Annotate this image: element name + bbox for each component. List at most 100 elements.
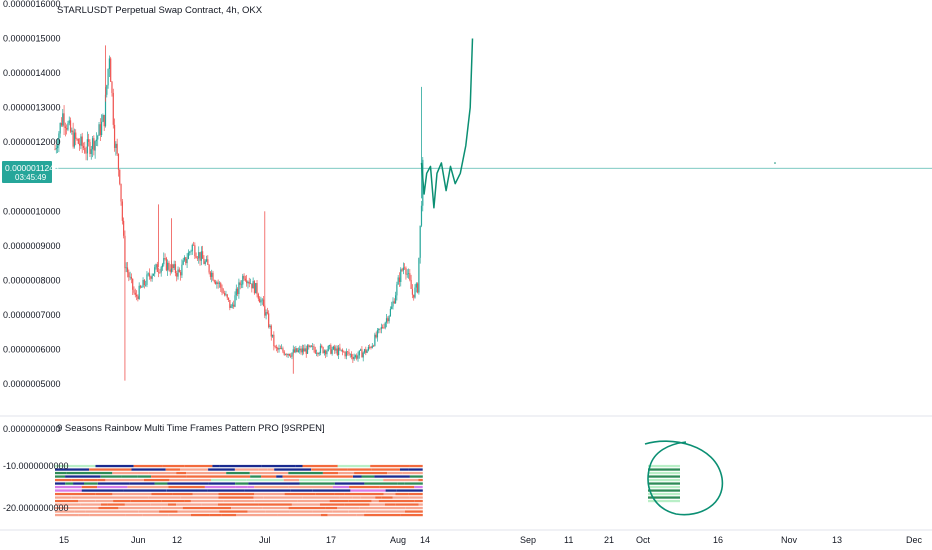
rainbow-segment bbox=[247, 485, 255, 489]
candle-body bbox=[319, 345, 322, 354]
price-badge-countdown: 03:45:49 bbox=[15, 173, 47, 182]
candle-body bbox=[182, 260, 184, 265]
candle-body bbox=[287, 353, 289, 356]
candle-body bbox=[231, 304, 234, 306]
rainbow-segment bbox=[125, 513, 142, 517]
price-axis-label: 0.0000016000 bbox=[3, 0, 61, 9]
rainbow-segment bbox=[234, 468, 259, 471]
time-axis-label: Jul bbox=[259, 535, 271, 545]
candle-body bbox=[62, 113, 64, 126]
rainbow-segment bbox=[648, 489, 680, 492]
candle-body bbox=[384, 322, 386, 328]
candle-body bbox=[186, 258, 188, 264]
rainbow-segment bbox=[212, 506, 232, 510]
candle-body bbox=[387, 318, 389, 322]
candle-body bbox=[101, 121, 103, 136]
candle-body bbox=[187, 252, 189, 259]
candle-body bbox=[378, 328, 380, 331]
candle-body bbox=[400, 269, 402, 282]
candle-body bbox=[293, 349, 296, 353]
rainbow-segment bbox=[81, 485, 98, 489]
rainbow-segment bbox=[313, 478, 338, 482]
rainbow-segment bbox=[405, 506, 423, 510]
rainbow-segment bbox=[122, 510, 139, 513]
rainbow-segment bbox=[201, 503, 218, 506]
rainbow-segment bbox=[168, 485, 205, 489]
candle-body bbox=[91, 138, 94, 150]
candle-body bbox=[296, 348, 298, 352]
candle-body bbox=[104, 94, 107, 127]
candle-body bbox=[406, 273, 408, 275]
candle-body bbox=[341, 349, 344, 352]
rainbow-segment bbox=[397, 482, 405, 485]
rainbow-segment bbox=[150, 503, 168, 506]
candle-body bbox=[202, 251, 204, 259]
candle-body bbox=[99, 124, 101, 136]
rainbow-segment bbox=[112, 471, 149, 475]
candle-body bbox=[282, 348, 284, 352]
rainbow-segment bbox=[292, 503, 307, 506]
candle-body bbox=[303, 348, 305, 352]
candle-body bbox=[146, 274, 148, 285]
candle-body bbox=[211, 272, 213, 277]
candle-body bbox=[59, 122, 61, 134]
rainbow-segment bbox=[192, 492, 219, 496]
candle-body bbox=[158, 271, 160, 273]
candle-body bbox=[141, 287, 143, 288]
candle-body bbox=[352, 357, 354, 360]
rainbow-segment bbox=[334, 482, 365, 485]
price-badge-value: 0.0000011246 bbox=[5, 163, 59, 173]
rainbow-segment bbox=[71, 478, 84, 482]
rainbow-segment bbox=[101, 503, 108, 506]
candle-body bbox=[374, 334, 376, 346]
rainbow-segment bbox=[648, 468, 680, 471]
candle-body bbox=[217, 282, 219, 284]
rainbow-segment bbox=[329, 499, 349, 503]
rainbow-segment bbox=[254, 485, 289, 489]
rainbow-segment bbox=[236, 513, 278, 517]
candle-body bbox=[323, 350, 325, 354]
candle-body bbox=[115, 143, 117, 148]
candle-body bbox=[411, 288, 414, 295]
candle-body bbox=[95, 139, 98, 142]
rainbow-segment bbox=[154, 482, 168, 485]
candle-body bbox=[168, 262, 170, 270]
rainbow-segment bbox=[182, 506, 213, 510]
rainbow-segment bbox=[350, 489, 386, 492]
candle-body bbox=[132, 278, 134, 290]
candle-body bbox=[327, 346, 329, 351]
candle-body bbox=[203, 258, 205, 264]
rainbow-segment bbox=[344, 503, 370, 506]
candle-body bbox=[73, 132, 76, 147]
candle-body bbox=[379, 328, 381, 330]
candle-body bbox=[56, 145, 59, 149]
rainbow-segment bbox=[359, 506, 392, 510]
candle-body bbox=[161, 264, 164, 268]
candle-body bbox=[160, 267, 162, 273]
candle-body bbox=[194, 245, 196, 257]
rainbow-segment bbox=[409, 475, 423, 478]
candle-body bbox=[305, 348, 307, 354]
drawing-dot bbox=[774, 162, 776, 164]
candle-body bbox=[212, 272, 214, 281]
candle-body bbox=[394, 295, 397, 304]
rainbow-segment bbox=[185, 492, 193, 496]
candle-body bbox=[195, 256, 197, 258]
rainbow-segment bbox=[133, 464, 163, 468]
rainbow-segment bbox=[250, 475, 262, 478]
candle-body bbox=[389, 308, 392, 316]
rainbow-segment bbox=[261, 464, 296, 468]
rainbow-segment bbox=[95, 499, 114, 503]
rainbow-segment bbox=[325, 506, 338, 510]
rainbow-segment bbox=[66, 471, 81, 475]
candle-body bbox=[81, 136, 83, 147]
candle-body bbox=[126, 267, 129, 273]
price-badge: 0.0000011246 03:45:49 bbox=[2, 161, 59, 183]
time-axis-label: Sep bbox=[520, 535, 536, 545]
candle-body bbox=[124, 235, 126, 269]
price-axis-label: 0.0000012000 bbox=[3, 137, 61, 147]
candle-body bbox=[196, 257, 199, 259]
candle-body bbox=[69, 120, 72, 132]
rainbow-segment bbox=[217, 503, 259, 506]
candle-body bbox=[145, 284, 147, 286]
